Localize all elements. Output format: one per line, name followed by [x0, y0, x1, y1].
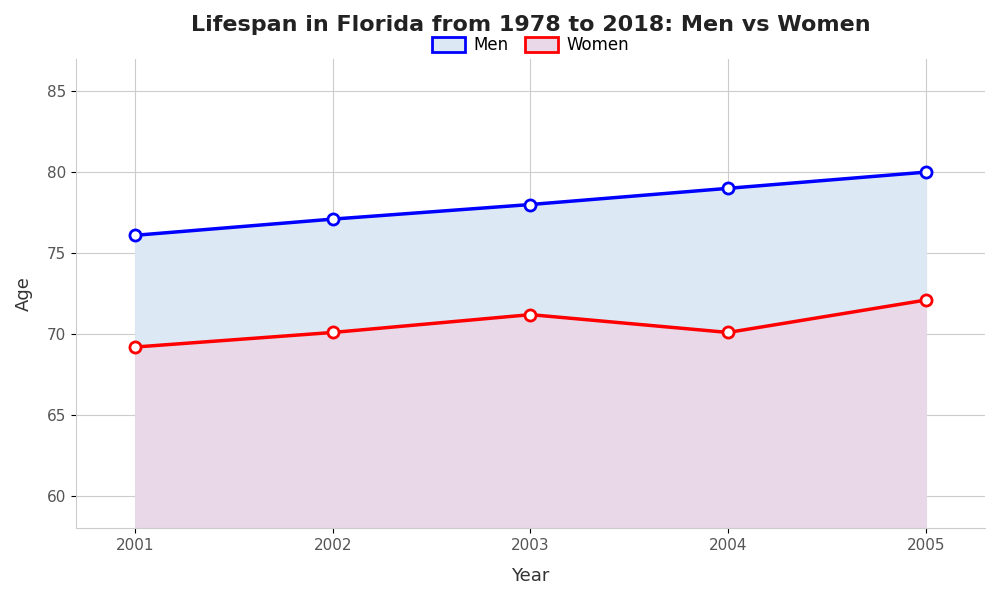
X-axis label: Year: Year	[511, 567, 550, 585]
Y-axis label: Age: Age	[15, 276, 33, 311]
Legend: Men, Women: Men, Women	[425, 29, 636, 61]
Title: Lifespan in Florida from 1978 to 2018: Men vs Women: Lifespan in Florida from 1978 to 2018: M…	[191, 15, 870, 35]
